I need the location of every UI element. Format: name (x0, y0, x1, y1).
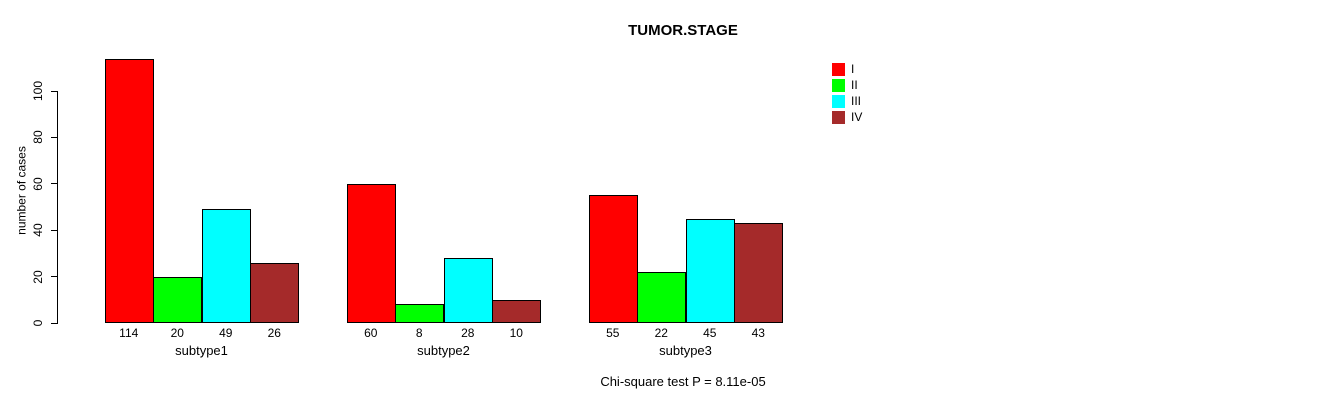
bar-subtype1-II (153, 276, 202, 323)
y-tick-label: 20 (31, 269, 45, 284)
legend-item-IV: IV (832, 109, 862, 125)
legend-label: II (851, 77, 858, 92)
y-tick-mark (51, 322, 58, 324)
bar-value-label: 49 (219, 326, 233, 340)
bar-value-label: 8 (415, 326, 423, 340)
bar-value-label: 20 (170, 326, 184, 340)
y-tick-mark (51, 276, 58, 278)
bar-value-label: 114 (119, 326, 139, 340)
bar-subtype3-IV (734, 223, 783, 323)
bar-subtype3-II (637, 271, 686, 323)
bar-value-label: 60 (364, 326, 378, 340)
y-tick-label: 0 (31, 319, 45, 327)
bar-subtype2-III (443, 258, 493, 323)
legend-swatch-III (832, 94, 845, 108)
bar-subtype3-III (685, 218, 735, 323)
bar-value-label: 10 (509, 326, 523, 340)
legend-item-II: II (832, 77, 862, 93)
bar-subtype2-I (346, 183, 396, 323)
legend-swatch-IV (832, 110, 845, 124)
legend-swatch-II (832, 78, 845, 92)
y-tick-mark (51, 90, 58, 92)
bar-subtype3-I (588, 195, 638, 323)
y-tick-mark (51, 183, 58, 185)
y-tick-label: 80 (31, 130, 45, 145)
chart-title: TUMOR.STAGE (628, 22, 738, 39)
bar-subtype1-III (201, 209, 251, 323)
legend-item-I: I (832, 61, 862, 77)
bar-subtype2-II (395, 304, 444, 323)
y-axis-line (57, 91, 58, 323)
bar-value-label: 26 (267, 326, 281, 340)
bar-subtype1-IV (250, 262, 299, 323)
y-tick-label: 60 (31, 177, 45, 191)
bar-value-label: 28 (461, 326, 475, 340)
category-label-subtype3: subtype3 (659, 343, 712, 358)
bar-value-label: 43 (751, 326, 765, 340)
y-axis-label: number of cases (14, 146, 29, 235)
y-tick-label: 40 (31, 223, 45, 237)
legend: I II III IV (832, 61, 862, 125)
legend-label: IV (851, 109, 863, 124)
category-label-subtype2: subtype2 (417, 343, 470, 358)
y-tick-mark (51, 136, 58, 138)
bar-subtype2-IV (492, 299, 541, 323)
legend-swatch-I (832, 62, 845, 76)
bar-subtype1-I (104, 58, 154, 323)
y-tick-label: 100 (31, 80, 45, 102)
y-tick-mark (51, 229, 58, 231)
bar-value-label: 22 (654, 326, 668, 340)
legend-label: III (851, 93, 862, 108)
bar-value-label: 55 (606, 326, 620, 340)
bar-value-label: 45 (703, 326, 717, 340)
legend-item-III: III (832, 93, 862, 109)
category-label-subtype1: subtype1 (175, 343, 228, 358)
legend-label: I (851, 61, 855, 76)
chi-square-annotation: Chi-square test P = 8.11e-05 (600, 374, 766, 389)
